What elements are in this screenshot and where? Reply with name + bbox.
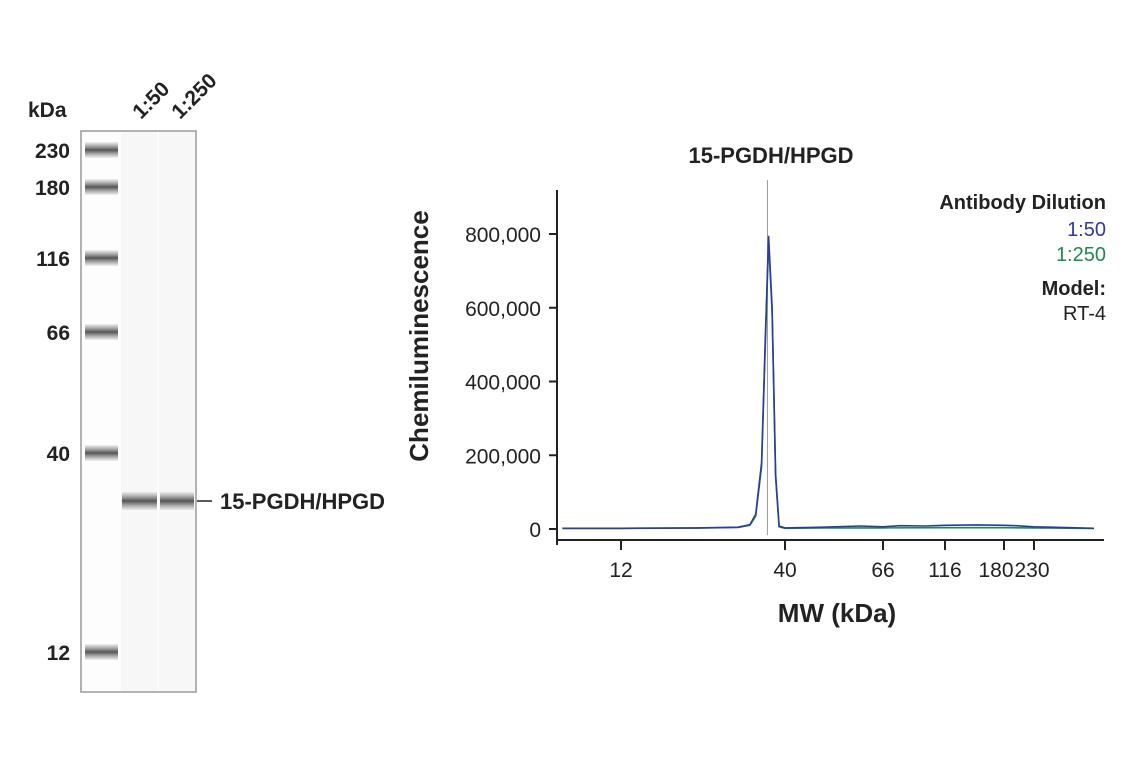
lane-label-2: 1:250 (167, 69, 221, 123)
marker-label: 180 (35, 177, 70, 200)
marker-label: 40 (47, 443, 70, 466)
marker-label: 116 (36, 248, 70, 271)
band-label: 15-PGDH/HPGD (220, 489, 385, 514)
y-tick-label: 600,000 (465, 298, 541, 321)
ladder-band (85, 324, 118, 340)
ladder-band (85, 644, 118, 660)
x-tick-label: 12 (609, 559, 632, 582)
model-value: RT-4 (1063, 303, 1106, 325)
y-axis-label: Chemiluminescence (404, 210, 434, 461)
x-tick-label: 230 (1014, 559, 1049, 582)
x-tick-label: 40 (773, 559, 796, 582)
electropherogram: 15-PGDH/HPGD 0 200,000 400,000 600,000 800,0… (404, 143, 1106, 628)
western-blot: kDa 1:50 1:250 230 180 116 66 40 12 15-PGDH/H… (28, 69, 385, 693)
legend-entry-1-250: 1:250 (1056, 244, 1106, 266)
lane-label-1: 1:50 (128, 78, 174, 124)
series-line-1-250 (562, 241, 1095, 530)
legend: Antibody Dilution 1:50 1:250 Model: RT-4 (939, 192, 1106, 325)
x-axis-label: MW (kDa) (778, 598, 896, 628)
x-tick-label: 180 (978, 559, 1013, 582)
marker-label: 66 (47, 322, 70, 345)
legend-title: Antibody Dilution (939, 192, 1106, 214)
sample-band-2 (160, 492, 194, 510)
marker-label: 12 (47, 642, 70, 665)
series-line-1-50 (562, 235, 1095, 530)
model-label: Model: (1042, 278, 1106, 300)
chart-title: 15-PGDH/HPGD (688, 143, 853, 168)
ladder-band (85, 250, 118, 266)
y-tick-label: 200,000 (465, 445, 541, 468)
sample-band-1 (122, 492, 157, 510)
kda-label: kDa (28, 99, 67, 122)
legend-entry-1-50: 1:50 (1067, 219, 1106, 241)
ladder-band (85, 179, 118, 195)
y-tick-label: 800,000 (465, 224, 541, 247)
x-tick-label: 116 (928, 559, 961, 582)
y-tick-label: 0 (529, 519, 541, 542)
ladder-band (85, 142, 118, 158)
marker-label: 230 (35, 140, 70, 163)
x-tick-label: 66 (871, 559, 894, 582)
ladder-band (85, 445, 118, 461)
y-tick-label: 400,000 (465, 372, 541, 395)
